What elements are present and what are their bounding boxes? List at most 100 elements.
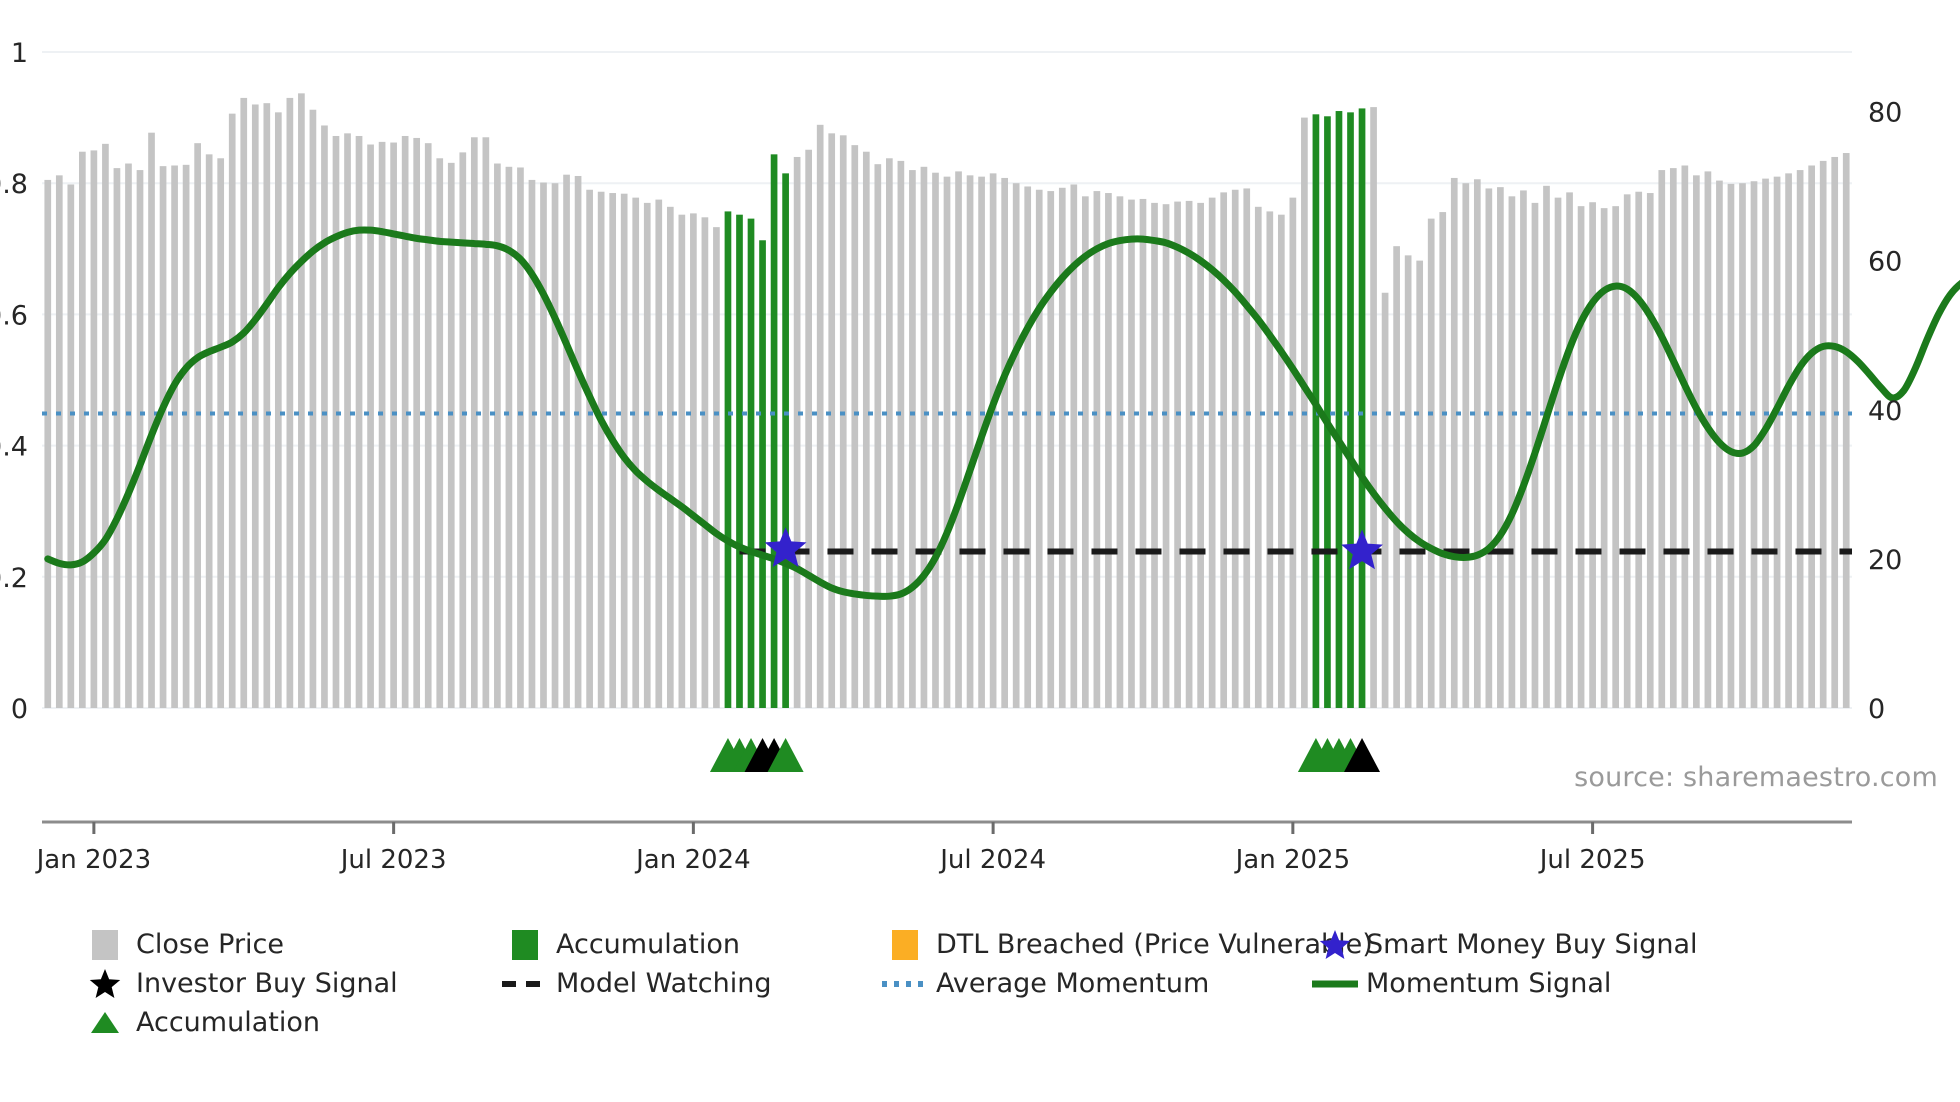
right-axis-tick-label: 60 xyxy=(1868,247,1902,278)
close-price-bar xyxy=(1658,170,1666,708)
left-axis-tick-label: 0.8 xyxy=(0,169,28,200)
close-price-bar xyxy=(1785,173,1792,709)
legend-accumulation-bar[interactable]: Accumulation xyxy=(508,928,888,962)
close-price-bar xyxy=(436,158,444,708)
legend-momentum-signal[interactable]: Momentum Signal xyxy=(1312,967,1648,1001)
close-price-bar xyxy=(897,160,905,708)
right-axis-tick-label: 40 xyxy=(1868,396,1902,427)
close-price-bar xyxy=(1151,202,1158,708)
accumulation-triangle-marker xyxy=(1344,738,1381,772)
close-price-bar xyxy=(643,202,651,708)
close-price-bar xyxy=(1220,192,1228,708)
left-axis-tick-label: 0.2 xyxy=(0,563,28,594)
legend-investor-buy-signal[interactable]: Investor Buy Signal xyxy=(88,967,508,1001)
close-price-bar xyxy=(1381,292,1389,708)
close-price-bar xyxy=(390,142,397,708)
legend-triangle-icon xyxy=(88,1006,122,1040)
close-price-bar xyxy=(228,113,236,708)
close-price-bar xyxy=(886,158,893,708)
close-price-bar xyxy=(367,144,374,708)
close-price-bar xyxy=(1842,153,1850,708)
x-axis-tick-label: Jan 2024 xyxy=(634,845,751,875)
legend-star-icon xyxy=(1318,928,1352,962)
close-price-bar xyxy=(470,137,478,708)
legend-label: Accumulation xyxy=(556,929,740,960)
close-price-bar xyxy=(309,109,317,709)
close-price-bar xyxy=(1012,183,1020,708)
close-price-bar xyxy=(90,150,98,708)
close-price-bars xyxy=(44,93,1850,709)
close-price-bar xyxy=(874,164,882,708)
close-price-bar xyxy=(148,132,155,708)
close-price-bar xyxy=(102,143,109,709)
close-price-bar xyxy=(1600,208,1608,708)
legend-accumulation-marker[interactable]: Accumulation xyxy=(88,1006,508,1040)
legend-label: Close Price xyxy=(136,929,284,960)
legend-smart-money-buy-signal[interactable]: Smart Money Buy Signal xyxy=(1318,928,1698,962)
legend-model-watching[interactable]: Model Watching xyxy=(502,967,888,1001)
left-axis-tick-label: 1 xyxy=(11,38,28,69)
close-price-bar xyxy=(1554,197,1562,708)
close-price-bar xyxy=(955,171,962,708)
close-price-bar xyxy=(1773,176,1781,708)
close-price-bar xyxy=(1116,196,1124,708)
close-price-bar xyxy=(1393,246,1400,708)
close-price-bar xyxy=(1404,255,1412,709)
legend-dashed-line-icon xyxy=(502,967,548,1001)
close-price-bar xyxy=(286,97,294,709)
legend-label: DTL Breached (Price Vulnerable) xyxy=(936,929,1373,960)
close-price-bar xyxy=(1727,183,1735,709)
close-price-bar xyxy=(1508,196,1516,708)
right-axis-tick-label: 0 xyxy=(1868,694,1885,725)
close-price-bar xyxy=(620,193,628,708)
accumulation-bar xyxy=(736,214,743,708)
accumulation-bar xyxy=(770,154,778,709)
x-axis-tick-label: Jul 2024 xyxy=(938,845,1046,875)
accumulation-bar xyxy=(1358,108,1366,709)
legend-close-price[interactable]: Close Price xyxy=(88,928,508,962)
accumulation-bar xyxy=(759,240,766,708)
left-axis-tick-label: 0 xyxy=(11,694,28,725)
close-price-bar xyxy=(1646,193,1654,709)
color-swatch xyxy=(92,929,118,960)
close-price-bar xyxy=(1485,188,1493,708)
close-price-bar xyxy=(125,163,132,708)
accumulation-bar xyxy=(782,173,789,709)
close-price-bar xyxy=(1473,179,1481,708)
close-price-bar xyxy=(1831,156,1839,708)
close-price-bar xyxy=(1704,171,1712,708)
close-price-bar xyxy=(1231,189,1239,708)
close-price-bar xyxy=(378,141,386,708)
close-price-bar xyxy=(1093,191,1101,708)
close-price-bar xyxy=(505,166,513,709)
close-price-bar xyxy=(1128,199,1135,708)
close-price-bar xyxy=(1289,197,1297,708)
right-axis-tick-label: 80 xyxy=(1868,98,1902,129)
close-price-bar xyxy=(205,154,213,709)
legend-label: Investor Buy Signal xyxy=(136,968,398,999)
right-axis-ticks: 0 20 40 60 80 xyxy=(1868,98,1902,725)
close-price-bar xyxy=(355,135,363,709)
legend-dtl-breached[interactable]: DTL Breached (Price Vulnerable) xyxy=(888,928,1373,962)
close-price-bar xyxy=(1001,177,1008,708)
close-price-bar xyxy=(1024,186,1032,709)
x-axis-tick-label: Jul 2023 xyxy=(339,845,447,875)
legend-average-momentum[interactable]: Average Momentum xyxy=(882,967,1318,1001)
close-price-bar xyxy=(1047,191,1055,708)
close-price-bar xyxy=(321,125,328,709)
close-price-bar xyxy=(574,175,582,709)
close-price-bar xyxy=(1035,189,1043,708)
close-price-bar xyxy=(678,214,686,708)
close-price-bar xyxy=(1162,204,1170,708)
chart-legend: Close Price Accumulation DTL Breached (Pri… xyxy=(88,925,1888,1042)
close-price-bar xyxy=(793,156,801,708)
legend-label: Smart Money Buy Signal xyxy=(1366,929,1698,960)
smart-money-buy-signal-marker xyxy=(1341,529,1383,570)
close-price-bar xyxy=(413,137,421,708)
close-price-bar xyxy=(494,163,501,708)
close-price-bar xyxy=(1566,192,1573,708)
left-axis-ticks: 0 0.2 0.4 0.6 0.8 1 xyxy=(0,38,28,725)
close-price-bar xyxy=(989,173,997,709)
close-price-bar xyxy=(1462,183,1470,708)
close-price-bar xyxy=(1589,202,1596,708)
